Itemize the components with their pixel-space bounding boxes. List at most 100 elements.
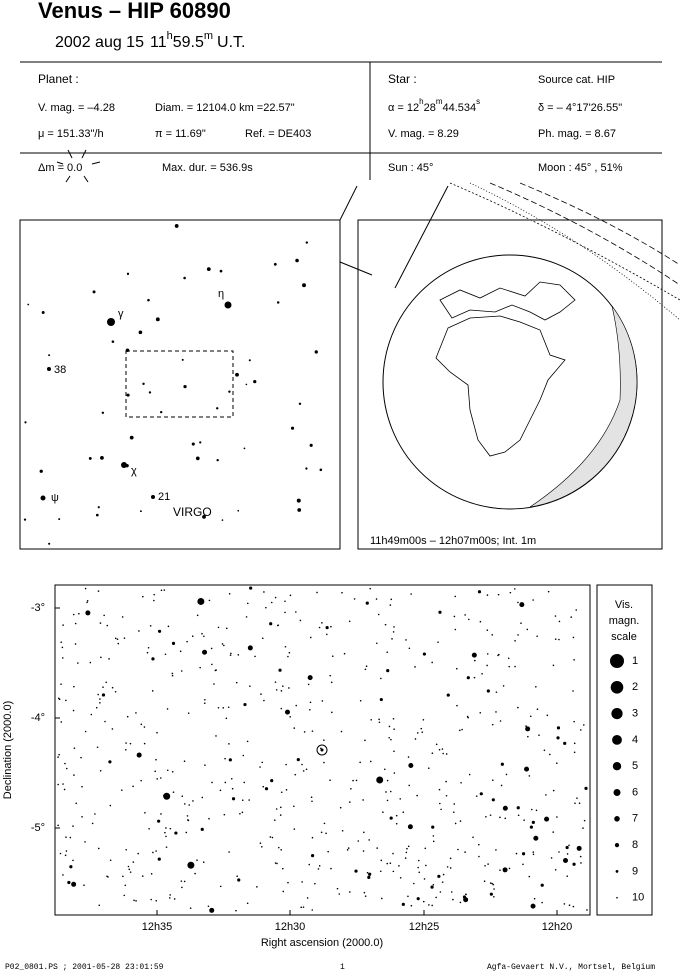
- x-axis-label: Right ascension (2000.0): [261, 937, 383, 949]
- star: [73, 747, 76, 749]
- star: [156, 778, 158, 780]
- star: [459, 729, 461, 732]
- star: [101, 411, 105, 415]
- star: [477, 590, 482, 594]
- star: [375, 598, 378, 600]
- star: [389, 862, 392, 864]
- star: [284, 611, 286, 614]
- star: [111, 340, 115, 343]
- star: [186, 815, 189, 817]
- x-tick-label: 12h25: [409, 921, 440, 933]
- planet-mu: μ = 151.33"/h: [38, 128, 104, 140]
- star: [500, 784, 503, 787]
- star: [532, 853, 535, 856]
- star: [167, 625, 170, 628]
- star: [100, 656, 102, 659]
- star: [39, 469, 43, 473]
- star: [142, 382, 145, 386]
- star: [231, 797, 236, 801]
- star: [572, 690, 574, 692]
- star: [57, 756, 59, 758]
- star: [41, 311, 45, 314]
- star: [417, 866, 419, 869]
- star: [194, 872, 196, 875]
- star: [246, 902, 249, 905]
- star: [341, 829, 344, 832]
- star: [94, 813, 96, 815]
- star: [311, 730, 314, 732]
- star: [471, 652, 477, 658]
- star: [531, 820, 535, 824]
- star: [389, 790, 392, 793]
- alpha: 44.534: [443, 102, 477, 114]
- star: [572, 905, 575, 908]
- scale-dot: [614, 843, 620, 848]
- star: [92, 290, 96, 294]
- finder-label: ψ: [51, 492, 59, 504]
- star: [117, 642, 120, 645]
- star: [97, 693, 99, 696]
- star: [201, 796, 204, 799]
- star: [573, 742, 576, 745]
- y-tick-label: -4°: [31, 712, 45, 724]
- star: [309, 636, 312, 639]
- star: [532, 599, 534, 601]
- star: [225, 627, 228, 630]
- star: [418, 871, 421, 874]
- star: [243, 702, 247, 707]
- star: [572, 862, 576, 866]
- star: [442, 873, 445, 876]
- star: [273, 262, 277, 266]
- star: [355, 779, 358, 782]
- footer-file: P02_0801.PS ; 2001-05-28 23:01:59: [5, 963, 164, 972]
- star: [399, 798, 402, 800]
- star: [583, 724, 585, 726]
- star: [270, 779, 274, 783]
- star: [181, 358, 184, 361]
- star: [114, 637, 117, 640]
- star: [454, 628, 457, 631]
- star: [81, 816, 83, 818]
- star: [311, 800, 313, 803]
- star: [200, 827, 204, 831]
- star: [365, 601, 369, 605]
- alpha: m: [436, 97, 443, 106]
- star: [493, 896, 495, 898]
- x-tick-label: 12h35: [142, 921, 173, 933]
- star: [535, 809, 538, 812]
- star: [491, 882, 493, 885]
- star: [180, 670, 183, 672]
- star: [309, 443, 313, 447]
- star: [307, 675, 313, 681]
- star: [97, 506, 100, 509]
- scale-box: [596, 584, 653, 916]
- star: [392, 631, 395, 633]
- star: [108, 658, 110, 660]
- star: [224, 757, 226, 760]
- star: [139, 510, 142, 513]
- flash: [56, 149, 101, 183]
- star: [72, 859, 74, 862]
- star: [125, 748, 127, 751]
- star: [445, 780, 447, 783]
- scale-dot: [614, 816, 620, 822]
- star: [441, 748, 444, 750]
- star: [23, 518, 27, 521]
- star: [217, 706, 220, 709]
- star: [108, 760, 112, 764]
- star: [382, 811, 384, 814]
- star: [449, 857, 452, 860]
- star: [89, 661, 92, 664]
- star: [405, 851, 408, 854]
- star: [568, 904, 571, 907]
- star: [582, 827, 584, 829]
- star: [543, 749, 546, 752]
- star: [566, 875, 569, 877]
- star: [84, 841, 86, 843]
- star: [486, 664, 488, 667]
- star: [280, 791, 283, 794]
- star: [72, 825, 74, 827]
- star: [502, 685, 505, 687]
- star: [278, 668, 282, 672]
